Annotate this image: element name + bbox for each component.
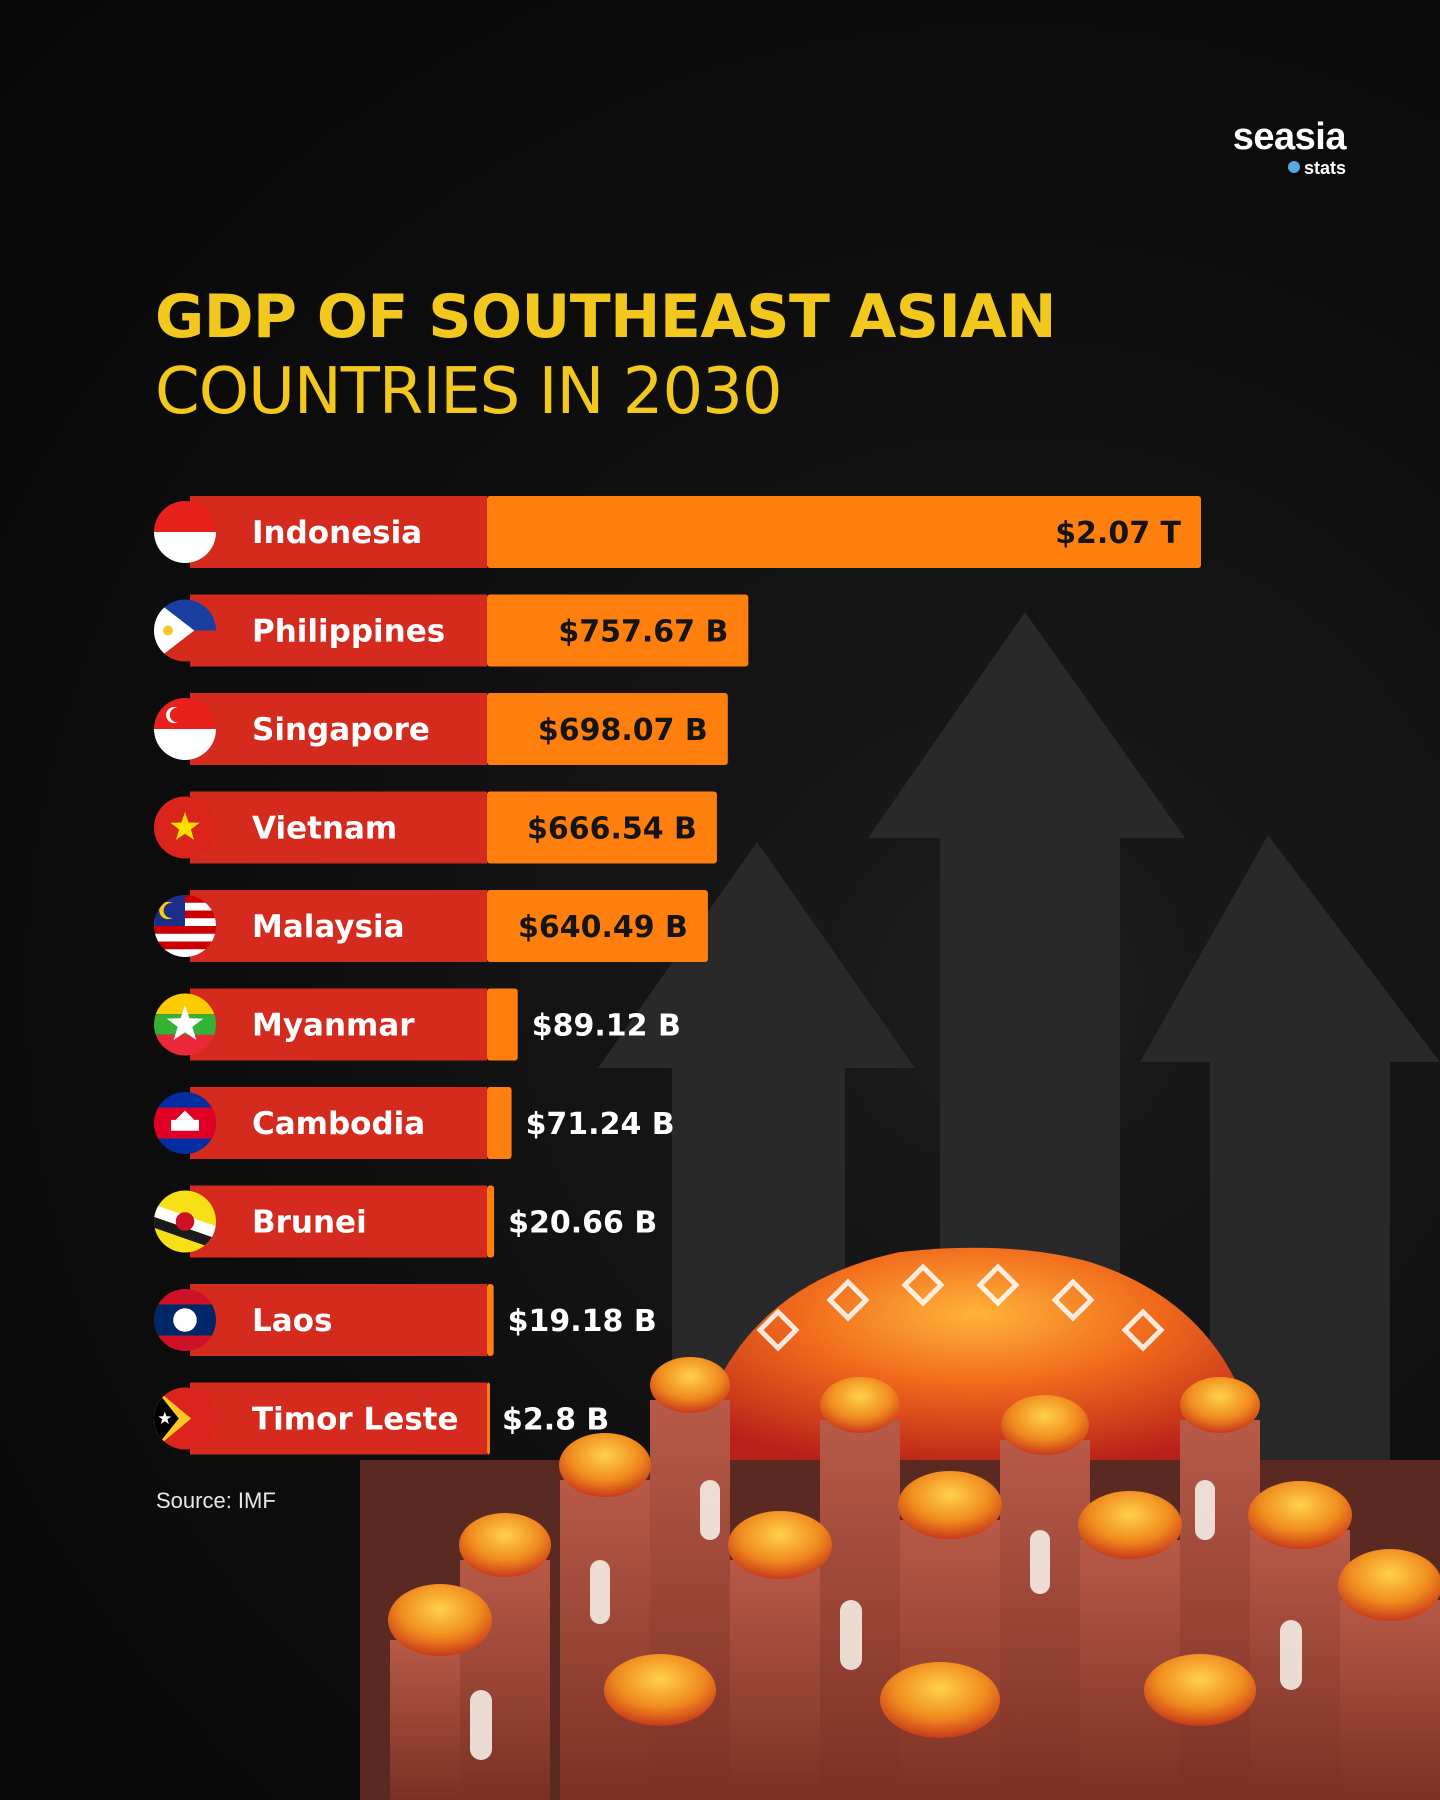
category-label: Myanmar (252, 1008, 415, 1044)
value-label: $19.18 B (508, 1304, 657, 1339)
value-bar (487, 1087, 512, 1159)
bar-row: Timor Leste $2.8 B (154, 1382, 609, 1455)
laos-flag-icon (154, 1289, 216, 1351)
category-label: Brunei (252, 1205, 367, 1241)
value-bar (487, 693, 728, 765)
brand-sub-text: stats (1303, 158, 1346, 178)
value-label: $757.67 B (558, 615, 728, 650)
title-line-2: COUNTRIES IN 2030 (155, 355, 783, 429)
category-label: Philippines (252, 614, 445, 650)
category-label: Vietnam (252, 811, 397, 847)
value-bar (487, 1185, 495, 1258)
value-label: $698.07 B (538, 713, 708, 748)
label-band (190, 791, 487, 864)
bar-row: Singapore $698.07 B (154, 693, 728, 765)
malaysia-flag-icon (154, 895, 216, 957)
category-label: Malaysia (252, 909, 405, 945)
value-label: $71.24 B (526, 1107, 675, 1142)
label-band (190, 1185, 487, 1258)
bar-row: Vietnam $666.54 B (154, 791, 717, 864)
brand-logo: seasia stats (1232, 116, 1347, 178)
category-label: Singapore (252, 712, 430, 748)
value-bar (487, 988, 518, 1061)
category-label: Timor Leste (252, 1402, 459, 1438)
value-label: $640.49 B (518, 910, 688, 945)
timor-leste-flag-icon (154, 1387, 216, 1450)
label-band (190, 594, 487, 667)
label-band (190, 988, 487, 1061)
value-bar (487, 890, 708, 962)
label-band (190, 1382, 487, 1455)
label-band (190, 890, 487, 962)
brand-name: seasia (1232, 116, 1347, 158)
myanmar-flag-icon (154, 993, 216, 1056)
value-label: $666.54 B (527, 812, 697, 847)
value-bar (487, 1284, 494, 1356)
bar-row: Indonesia $2.07 T (154, 496, 1201, 568)
chart-title: GDP OF SOUTHEAST ASIAN COUNTRIES IN 2030 (155, 282, 1056, 432)
bar-row: Myanmar $89.12 B (154, 988, 681, 1061)
label-band (190, 693, 487, 765)
label-band (190, 1087, 487, 1159)
bar-row: Philippines $757.67 B (154, 594, 749, 667)
philippines-flag-icon (154, 599, 216, 662)
vietnam-flag-icon (154, 796, 216, 859)
title-line-1: GDP OF SOUTHEAST ASIAN (155, 282, 1056, 352)
singapore-flag-icon (154, 698, 216, 760)
label-band (190, 496, 487, 568)
bar-row: Malaysia $640.49 B (154, 890, 708, 962)
value-bar (487, 594, 749, 667)
bar-row: Cambodia $71.24 B (154, 1087, 675, 1159)
value-label: $20.66 B (508, 1206, 657, 1241)
value-label: $2.07 T (1055, 516, 1181, 551)
cambodia-flag-icon (154, 1092, 216, 1154)
category-label: Indonesia (252, 515, 422, 551)
bar-row: Brunei $20.66 B (154, 1185, 657, 1258)
value-bar (487, 791, 717, 864)
value-bar (487, 496, 1201, 568)
source-note: Source: IMF (156, 1488, 276, 1513)
category-label: Cambodia (252, 1106, 425, 1142)
globe-icon (1287, 161, 1300, 174)
value-bar (487, 1382, 490, 1455)
brand-sub: stats (1233, 158, 1346, 178)
value-label: $2.8 B (502, 1403, 609, 1438)
category-label: Laos (252, 1303, 332, 1339)
value-label: $89.12 B (532, 1009, 681, 1044)
bar-row: Laos $19.18 B (154, 1284, 657, 1356)
brunei-flag-icon (154, 1190, 216, 1253)
indonesia-flag-icon (154, 501, 216, 563)
label-band (190, 1284, 487, 1356)
mosque-illustration (360, 1247, 1440, 1800)
